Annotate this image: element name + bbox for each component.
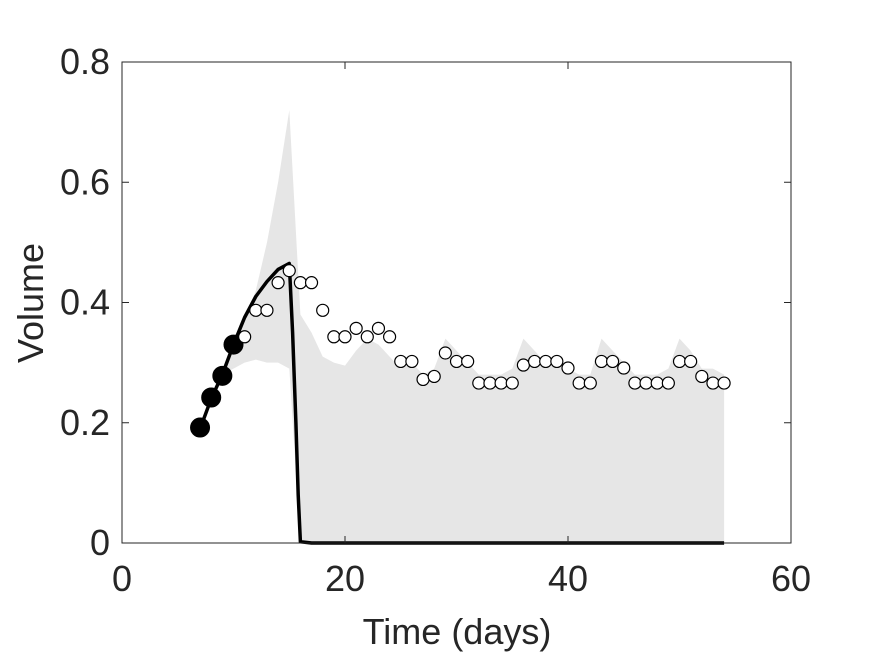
open-data-point: [282, 264, 296, 278]
y-tick-label: 0: [90, 522, 110, 563]
open-data-point: [550, 354, 564, 369]
open-data-point: [617, 361, 631, 375]
open-data-point: [327, 330, 341, 344]
open-data-point: [527, 354, 542, 369]
open-data-point: [561, 361, 575, 375]
open-data-point: [349, 321, 363, 335]
open-data-point: [672, 354, 687, 369]
y-tick-label: 0.2: [60, 402, 110, 443]
data-marker-layer: [190, 264, 731, 438]
open-data-point: [427, 369, 441, 384]
axes-layer: [121, 61, 792, 544]
open-data-point: [260, 303, 274, 317]
open-data-point: [383, 330, 397, 344]
open-data-point: [483, 376, 497, 390]
open-data-point: [249, 303, 263, 317]
open-data-point: [661, 376, 675, 390]
open-data-point: [572, 376, 586, 390]
open-data-point: [684, 354, 698, 369]
open-data-point: [594, 354, 609, 369]
open-data-point: [438, 346, 452, 360]
open-data-point: [539, 354, 553, 369]
confidence-band: [200, 110, 725, 543]
open-data-point: [516, 358, 531, 372]
tick-label-layer: 0 20 40 60 0 0.2 0.4 0.6 0.8: [60, 41, 811, 599]
x-tick-label: 20: [325, 558, 365, 599]
open-data-point: [695, 369, 709, 384]
open-data-point: [271, 276, 285, 290]
open-data-point: [394, 354, 408, 369]
confidence-band-layer: [200, 110, 725, 543]
open-data-point: [405, 354, 419, 369]
open-data-point: [360, 330, 374, 344]
x-axis-label: Time (days): [363, 611, 552, 652]
open-data-point: [461, 354, 475, 369]
open-data-point: [371, 321, 386, 335]
open-data-point: [238, 330, 252, 344]
y-tick-label: 0.4: [60, 282, 110, 323]
open-data-point: [494, 376, 508, 390]
open-data-point: [717, 376, 731, 390]
y-tick-label: 0.6: [60, 161, 110, 202]
x-tick-label: 0: [112, 558, 132, 599]
open-data-point: [605, 354, 620, 369]
open-data-point: [650, 376, 664, 390]
open-data-point: [304, 276, 319, 290]
open-data-point: [338, 330, 352, 344]
y-axis-label: Volume: [10, 243, 51, 363]
open-data-point: [472, 376, 486, 390]
open-data-point: [505, 376, 519, 390]
open-data-point: [639, 376, 653, 390]
open-data-point: [449, 354, 464, 369]
y-tick-label: 0.8: [60, 41, 110, 82]
open-data-point: [416, 372, 430, 387]
open-data-point: [706, 376, 720, 390]
open-data-point: [316, 303, 330, 317]
open-data-point: [628, 376, 642, 390]
open-data-point: [583, 376, 597, 390]
open-data-point: [293, 276, 307, 290]
filled-data-point: [223, 334, 244, 355]
filled-data-point: [190, 417, 211, 438]
x-tick-label: 40: [548, 558, 588, 599]
filled-data-point: [201, 387, 222, 408]
x-tick-label: 60: [771, 558, 811, 599]
filled-data-point: [212, 365, 233, 386]
